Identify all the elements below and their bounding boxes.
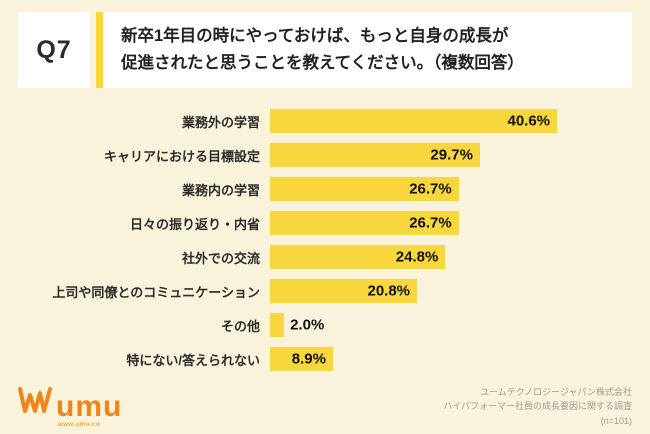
bar-track: 26.7%	[270, 177, 574, 201]
bar-row: 上司や同僚とのコミュニケーション 20.8%	[18, 279, 574, 303]
bar-track: 24.8%	[270, 245, 574, 269]
bar: 8.9%	[270, 347, 333, 371]
category-label: キャリアにおける目標設定	[103, 148, 260, 164]
logo-url: www.umu.co	[58, 420, 100, 428]
source-line-survey: ハイパフォーマー社員の成長要因に関する調査	[443, 401, 632, 412]
source-line-company: ユームテクノロジージャパン株式会社	[479, 386, 632, 397]
value-label: 26.7%	[409, 214, 452, 232]
bar-row: 社外での交流 24.8%	[18, 245, 574, 269]
bar: 26.7%	[270, 211, 459, 235]
category-label: 業務外の学習	[181, 114, 260, 130]
value-label: 20.8%	[367, 282, 411, 300]
value-label: 26.7%	[409, 180, 452, 198]
header: Q7 新卒1年目の時にやっておけば、もっと自身の成長が 促進されたと思うことを教…	[18, 12, 632, 88]
bar-row: キャリアにおける目標設定 29.7%	[18, 143, 574, 167]
question-title: 新卒1年目の時にやっておけば、もっと自身の成長が 促進されたと思うことを教えてく…	[121, 26, 524, 72]
bar-track: 29.7%	[270, 143, 574, 167]
value-label: 2.0%	[290, 316, 325, 334]
category-label: その他	[220, 318, 260, 334]
category-label: 業務内の学習	[181, 182, 260, 198]
category-label: 特にない/答えられない	[126, 352, 260, 368]
value-label: 40.6%	[507, 112, 551, 130]
bar-row: その他 2.0%	[18, 313, 574, 337]
bar: 40.6%	[270, 109, 558, 133]
category-label: 日々の振り返り・内省	[129, 216, 260, 232]
bar-track: 20.8%	[270, 279, 574, 303]
bar-row: 日々の振り返り・内省 26.7%	[18, 211, 574, 235]
header-yellow-divider	[96, 12, 103, 88]
category-label: 上司や同僚とのコミュニケーション	[52, 284, 260, 300]
question-title-box: 新卒1年目の時にやっておけば、もっと自身の成長が 促進されたと思うことを教えてく…	[103, 12, 632, 88]
value-label: 8.9%	[291, 350, 326, 368]
bar: 26.7%	[270, 177, 459, 201]
value-label: 29.7%	[430, 146, 473, 164]
bar-row: 業務内の学習 26.7%	[18, 177, 574, 201]
bar-track: 40.6%	[270, 109, 574, 133]
source-note: ユームテクノロジージャパン株式会社 ハイパフォーマー社員の成長要因に関する調査 …	[443, 385, 632, 428]
bar-row: 特にない/答えられない 8.9%	[18, 347, 574, 371]
umu-logo: umu www.umu.co	[18, 385, 122, 429]
umu-logo-icon	[18, 385, 52, 419]
bar-track: 26.7%	[270, 211, 574, 235]
bar: 29.7%	[270, 143, 480, 167]
bar: 24.8%	[270, 245, 446, 269]
logo-text: umu	[56, 389, 123, 423]
bar: 20.8%	[270, 279, 418, 303]
value-label: 24.8%	[395, 248, 439, 266]
bar: 2.0%	[270, 313, 324, 337]
footer: umu www.umu.co ユームテクノロジージャパン株式会社 ハイパフォーマ…	[18, 376, 632, 428]
question-number-badge: Q7	[18, 12, 90, 88]
bar-track: 8.9%	[270, 347, 574, 371]
bar-row: 業務外の学習 40.6%	[18, 109, 574, 133]
source-line-n: (n=101)	[600, 415, 632, 426]
bar-chart: 業務外の学習 40.6% キャリアにおける目標設定 29.7% 業務内の学習 26.7% 日…	[18, 104, 632, 376]
category-label: 社外での交流	[181, 250, 260, 266]
bar-track: 2.0%	[270, 313, 574, 337]
